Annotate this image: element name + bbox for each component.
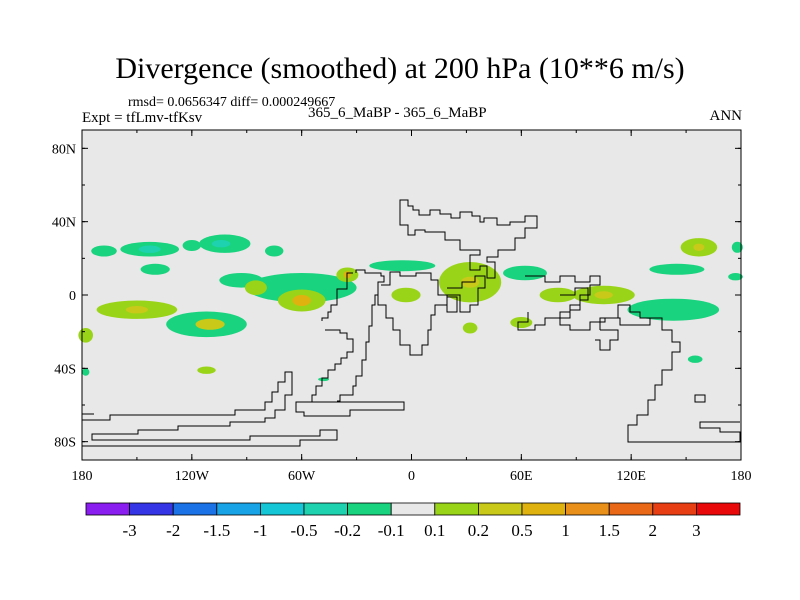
contour-blob-36 [687,355,703,363]
coastline-indonesia [595,329,619,351]
season-label: ANN [709,108,743,124]
coastline-eurasia [399,199,538,279]
case-label: 365_6_MaBP - 365_6_MaBP [308,105,487,121]
colorbar-swatch-2 [172,502,218,516]
colorbar-swatch-11 [565,502,610,516]
colorbar-swatch-8 [434,502,479,516]
contour-blob-2 [138,245,161,253]
contour-blob-0 [91,245,117,257]
y-tick-label: 40S [54,362,76,377]
contour-blob-25 [594,291,613,299]
colorbar-swatch-9 [477,502,523,516]
y-tick-label: 40N [52,216,76,231]
contour-blob-33 [78,328,93,343]
contour-blob-15 [244,280,267,296]
colorbar-swatch-13 [652,502,697,516]
colorbar-swatch-0 [85,502,130,516]
coastline-arabia [447,275,486,313]
x-tick-label: 120E [616,469,646,484]
coastline-antarctica-peninsula [295,401,405,417]
coastlines [81,199,741,447]
contour-blob-5 [265,245,284,257]
contour-fills [78,234,743,382]
contour-blob-19 [391,287,421,303]
y-tick-label: 0 [69,289,76,304]
x-tick-label: 60E [510,469,533,484]
coastline-africa [377,271,448,356]
colorbar-swatch-14 [696,502,741,516]
coastline-south-america [337,269,385,402]
x-tick-label: 120W [175,469,210,484]
contour-blob-14 [292,295,311,306]
colorbar-label: -0.5 [291,521,318,540]
coastline-australia [599,317,741,443]
contour-blob-4 [211,240,231,248]
colorbar-swatch-7 [390,502,436,516]
contour-blob-8 [125,306,148,314]
colorbar-swatch-6 [347,502,392,516]
contour-blob-12 [246,273,357,303]
x-tick-label: 0 [408,469,415,484]
colorbar-label: 2 [649,521,658,540]
colorbar-label: 1.5 [599,521,620,540]
coastline-tasmania [694,394,706,403]
contour-blob-22 [503,265,547,281]
colorbar-swatch-1 [129,502,174,516]
experiment-label: Expt = tfLmv-tfKsv [82,110,203,126]
colorbar-label: 1 [561,521,570,540]
colorbar-label: -0.2 [334,521,361,540]
colorbar: -3 -2 -1.5 -1 -0.5 -0.2 -0.1 0.1 0.2 0.5 1 1.5 2 3 [85,502,741,540]
colorbar-swatch-12 [608,502,654,516]
contour-blob-34 [82,368,90,376]
contour-blob-37 [731,241,743,253]
colorbar-swatch-5 [303,502,348,516]
contour-blob-31 [462,322,478,334]
x-tick-label: 180 [72,469,93,484]
colorbar-label: 0.1 [424,521,445,540]
contour-blob-26 [627,298,720,321]
coastline-southeast-asia [559,287,655,331]
colorbar-label: -2 [166,521,180,540]
x-axis: 180 120W 60W 0 60E 120E 180 [72,130,752,484]
colorbar-label: 0.2 [468,521,489,540]
contour-blob-38 [728,273,743,281]
stats-text: rmsd= 0.0656347 diff= 0.000249667 [128,95,336,110]
coastline-madagascar [446,296,458,313]
colorbar-swatch-3 [216,502,261,516]
y-tick-label: 80N [52,142,76,157]
coastline-south-america-west [311,329,354,402]
colorbar-label: -3 [123,521,137,540]
colorbar-label: 3 [692,521,701,540]
x-tick-label: 180 [731,469,752,484]
colorbar-swatch-4 [259,502,305,516]
contour-blob-23 [539,287,577,303]
contour-blob-18 [369,260,436,272]
contour-blob-6 [140,263,170,275]
colorbar-label: -1.5 [203,521,230,540]
colorbar-swatch-10 [521,502,566,516]
y-axis: 80S 40S 0 40N 80N [52,142,741,451]
contour-blob-39 [182,240,201,251]
chart-title: Divergence (smoothed) at 200 hPa (10**6 … [115,52,685,85]
contour-blob-32 [197,366,216,374]
coastline-india-asia [517,275,601,331]
x-tick-label: 60W [288,469,316,484]
colorbar-label: -1 [253,521,267,540]
colorbar-label: -0.1 [378,521,405,540]
coastline-antarctica-west [82,371,338,447]
contour-blob-28 [693,243,705,251]
contour-blob-10 [195,318,225,330]
y-tick-label: 80S [54,436,76,451]
colorbar-label: 0.5 [511,521,532,540]
contour-blob-29 [649,263,705,275]
coastline-central-america [321,272,353,321]
